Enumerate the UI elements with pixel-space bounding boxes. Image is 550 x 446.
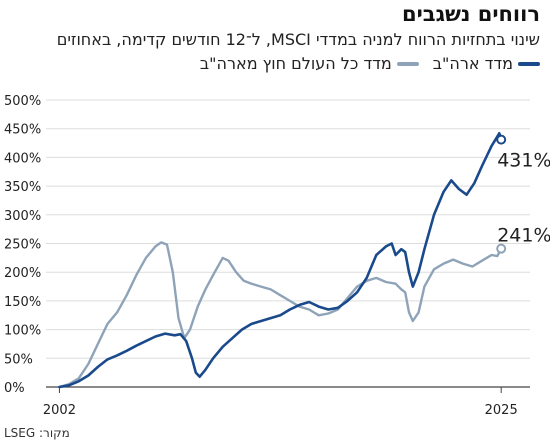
series-end-label-us: 431% <box>497 150 550 172</box>
source-note: מקור: LSEG <box>4 426 70 440</box>
series-line-us <box>58 132 503 389</box>
y-tick-label: 450% <box>4 123 41 138</box>
y-tick-label: 0% <box>4 381 25 396</box>
y-tick-label: 500% <box>4 94 41 109</box>
legend-label-us: מדד ארה"ב <box>432 54 513 73</box>
y-tick-label: 400% <box>4 151 41 166</box>
y-tick-label: 250% <box>4 238 41 253</box>
series-end-label-world: 241% <box>497 225 550 247</box>
y-tick-label: 150% <box>4 295 41 310</box>
series-end-marker-us <box>496 134 507 145</box>
legend-swatch-us <box>518 61 540 66</box>
series-line-world <box>58 241 503 389</box>
legend-item-world: מדד כל העולם חוץ מארה"ב <box>200 54 419 73</box>
x-tick-label: 2025 <box>485 403 518 418</box>
chart-subtitle: שינוי בתחזיות הרווח למניה במדדי MSCI, ל־… <box>56 30 540 49</box>
y-tick-label: 300% <box>4 209 41 224</box>
series-end-marker-world <box>496 243 507 254</box>
y-tick-label: 200% <box>4 266 41 281</box>
y-tick-label: 100% <box>4 324 41 339</box>
legend: מדד ארה"ב מדד כל העולם חוץ מארה"ב <box>200 54 540 73</box>
y-tick-label: 50% <box>4 352 33 367</box>
x-tick-label: 2002 <box>43 403 76 418</box>
legend-label-world: מדד כל העולם חוץ מארה"ב <box>199 54 392 73</box>
y-tick-label: 350% <box>4 180 41 195</box>
chart-title: רווחים נשגבים <box>401 2 540 26</box>
legend-swatch-world <box>396 61 419 66</box>
legend-item-us: מדד ארה"ב <box>433 54 540 73</box>
